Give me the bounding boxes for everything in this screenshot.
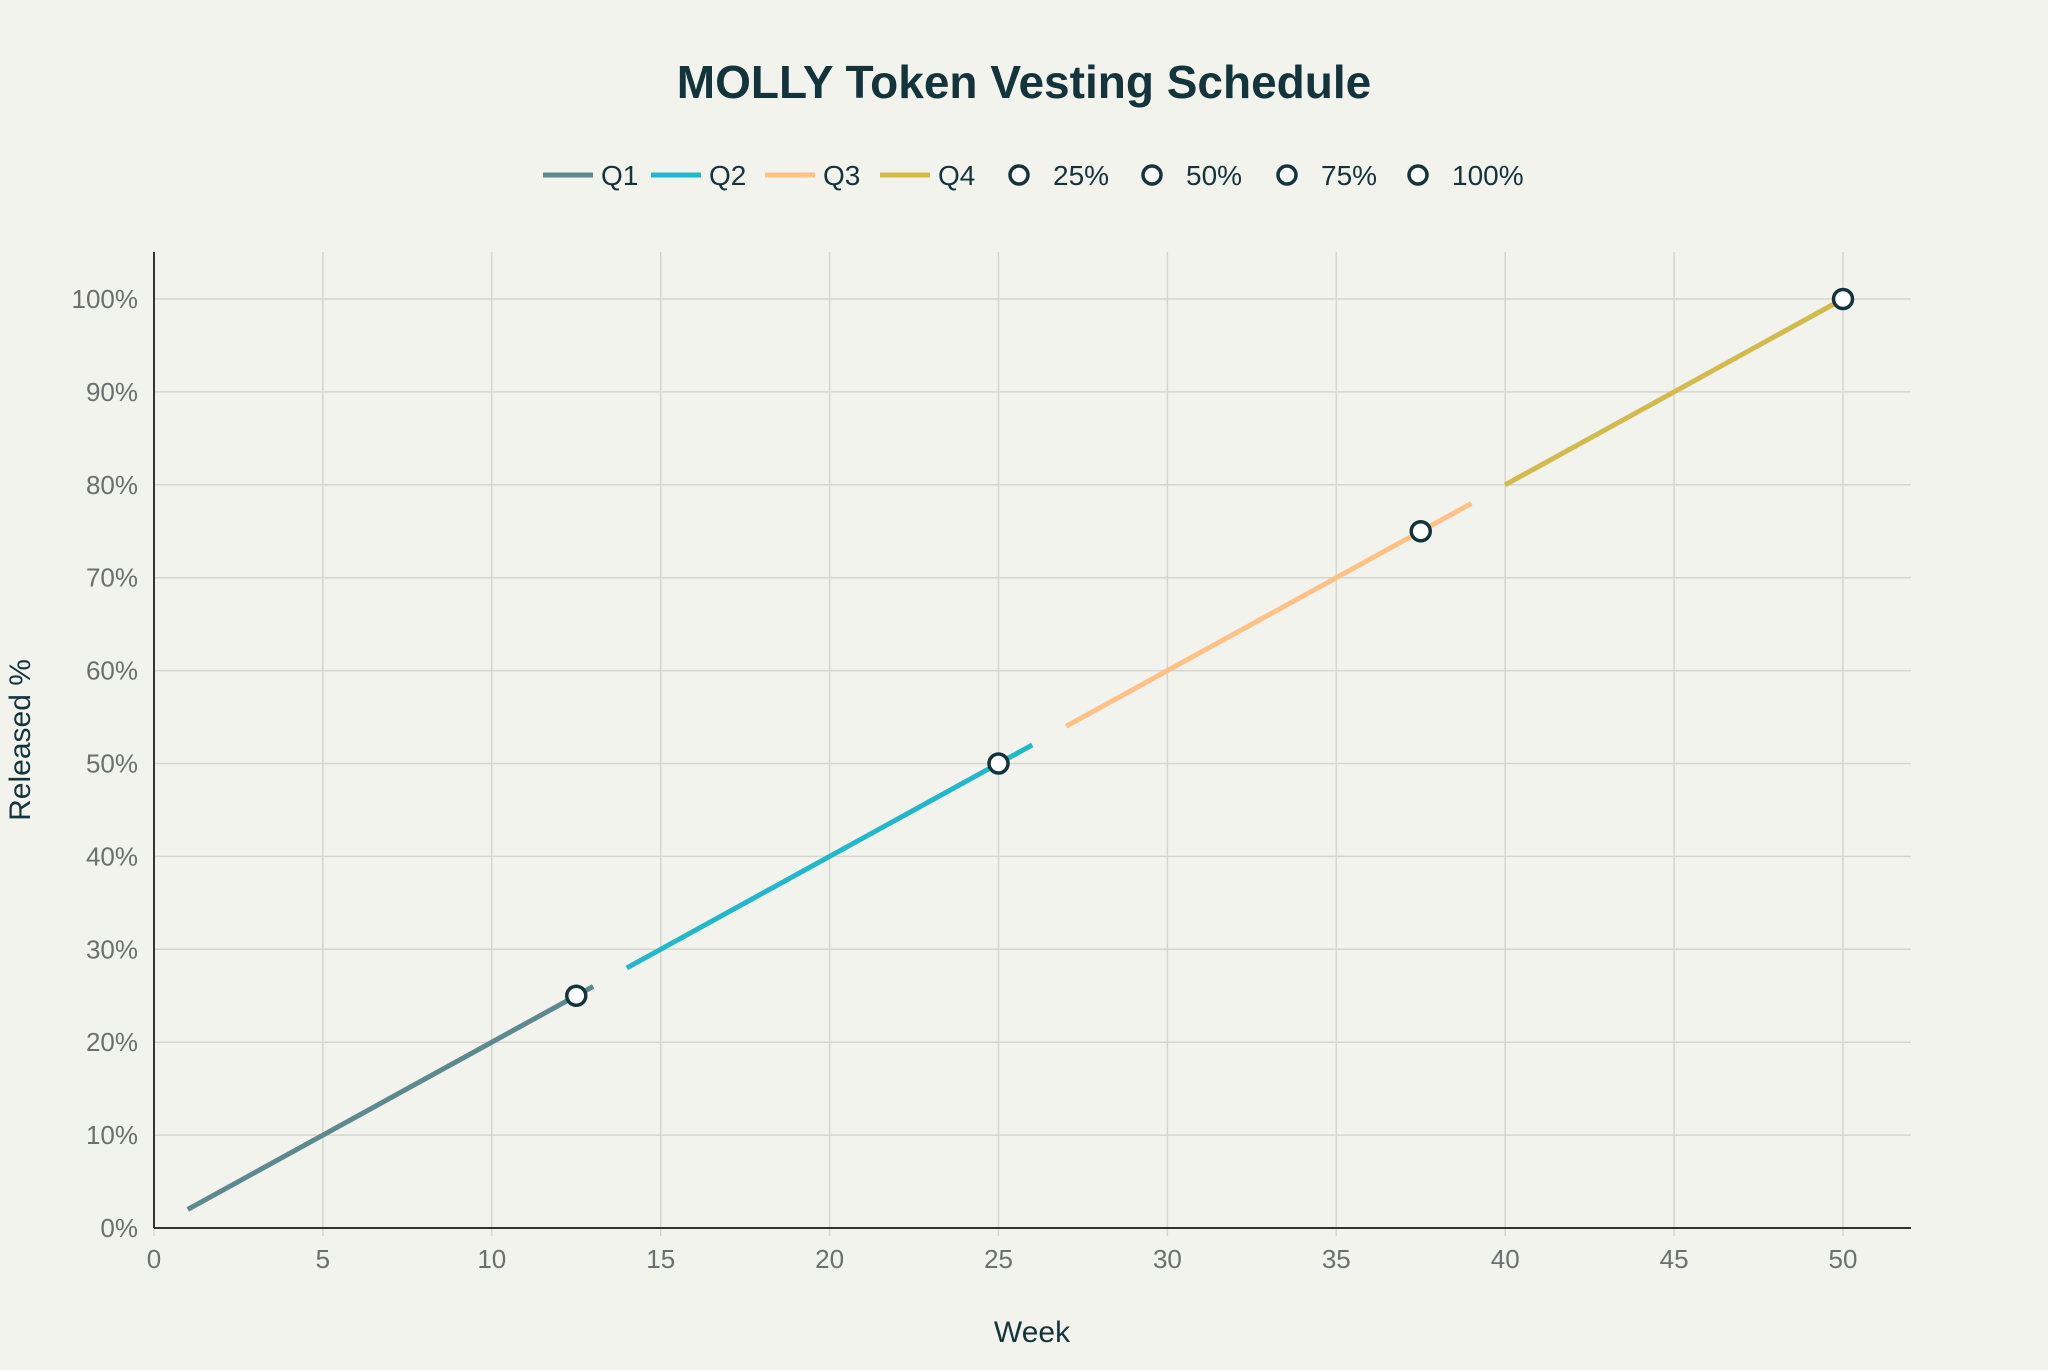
y-tick-label: 100% bbox=[72, 284, 139, 314]
y-tick-label: 90% bbox=[86, 377, 138, 407]
x-tick-label: 0 bbox=[147, 1244, 161, 1274]
series-line-q1 bbox=[186, 984, 595, 1212]
y-tick-label: 20% bbox=[86, 1027, 138, 1057]
x-tick-label: 5 bbox=[316, 1244, 330, 1274]
milestone-marker-50pct bbox=[987, 752, 1010, 775]
legend-item-q1: Q1 bbox=[543, 160, 638, 191]
legend-label: 100% bbox=[1452, 160, 1524, 191]
y-tick-label: 40% bbox=[86, 841, 138, 871]
legend-marker-swatch bbox=[1008, 164, 1030, 186]
x-tick-label: 30 bbox=[1153, 1244, 1182, 1274]
y-tick-label: 60% bbox=[86, 656, 138, 686]
legend-item-q4: Q4 bbox=[880, 160, 975, 191]
series-line-q2 bbox=[625, 742, 1034, 971]
legend-label: 50% bbox=[1186, 160, 1242, 191]
x-tick-label: 25 bbox=[984, 1244, 1013, 1274]
y-tick-label: 0% bbox=[100, 1213, 138, 1243]
legend-label: Q1 bbox=[601, 160, 638, 191]
legend-label: Q4 bbox=[938, 160, 975, 191]
series-layer bbox=[186, 287, 1855, 1212]
x-tick-label: 35 bbox=[1322, 1244, 1351, 1274]
legend-label: Q2 bbox=[709, 160, 746, 191]
y-tick-label: 80% bbox=[86, 470, 138, 500]
series-line-q3 bbox=[1064, 501, 1473, 729]
legend-label: 75% bbox=[1321, 160, 1377, 191]
x-axis-label: Week bbox=[994, 1316, 1071, 1349]
legend-item-75pct: 75% bbox=[1276, 160, 1377, 191]
x-tick-label: 50 bbox=[1829, 1244, 1858, 1274]
milestone-marker-25pct bbox=[565, 984, 588, 1007]
milestone-marker-75pct bbox=[1409, 520, 1432, 543]
milestone-marker-100pct bbox=[1831, 287, 1855, 311]
x-tick-label: 40 bbox=[1491, 1244, 1520, 1274]
legend-item-100pct: 100% bbox=[1407, 160, 1524, 191]
x-tick-label: 10 bbox=[477, 1244, 506, 1274]
x-tick-label: 20 bbox=[815, 1244, 844, 1274]
legend-item-q2: Q2 bbox=[651, 160, 746, 191]
legend-marker-swatch bbox=[1141, 164, 1163, 186]
legend-label: Q3 bbox=[823, 160, 860, 191]
legend-label: 25% bbox=[1053, 160, 1109, 191]
legend-item-50pct: 50% bbox=[1141, 160, 1242, 191]
x-tick-label: 45 bbox=[1660, 1244, 1689, 1274]
x-tick-label: 15 bbox=[646, 1244, 675, 1274]
chart-title: MOLLY Token Vesting Schedule bbox=[677, 56, 1371, 108]
grid bbox=[153, 252, 1911, 1229]
axes: 0 5 10 15 20 25 30 35 40 45 50 0% 10% 20% 30% 40% 50% 60%… bbox=[72, 252, 1911, 1274]
y-tick-label: 30% bbox=[86, 934, 138, 964]
y-axis-label: Released % bbox=[4, 659, 37, 821]
y-tick-label: 70% bbox=[86, 563, 138, 593]
series-line-q4 bbox=[1503, 296, 1845, 487]
legend-marker-swatch bbox=[1276, 164, 1298, 186]
legend-item-25pct: 25% bbox=[1008, 160, 1109, 191]
y-tick-label: 50% bbox=[86, 749, 138, 779]
legend: Q1 Q2 Q3 Q4 25% 50% 75% 100% bbox=[543, 160, 1524, 191]
legend-marker-swatch bbox=[1407, 164, 1429, 186]
y-tick-label: 10% bbox=[86, 1120, 138, 1150]
legend-item-q3: Q3 bbox=[765, 160, 860, 191]
